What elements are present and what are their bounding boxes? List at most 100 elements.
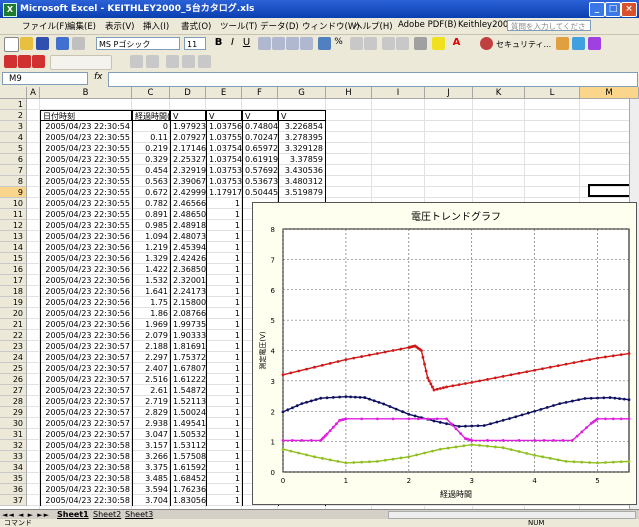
table-cell[interactable]: 2.241732 — [170, 286, 206, 297]
table-cell[interactable]: 2005/04/23 22:30:54 — [40, 121, 132, 132]
column-header-e[interactable]: E — [206, 87, 242, 99]
save-icon[interactable] — [36, 37, 49, 50]
table-cell[interactable]: 2.320014 — [170, 275, 206, 286]
table-cell[interactable]: 2005/04/23 22:30:55 — [40, 143, 132, 154]
table-cell[interactable]: 1 — [206, 418, 242, 429]
borders-icon[interactable] — [414, 37, 427, 50]
table-cell[interactable]: 2005/04/23 22:30:56 — [40, 264, 132, 275]
row-header-5[interactable]: 5 — [0, 143, 27, 154]
table-cell[interactable]: 1.969 — [132, 319, 170, 330]
table-cell[interactable]: 2005/04/23 22:30:56 — [40, 253, 132, 264]
row-header-13[interactable]: 13 — [0, 231, 27, 242]
table-header-cell[interactable]: 経過時間(s) — [132, 110, 170, 121]
table-cell[interactable]: 1.532 — [132, 275, 170, 286]
table-cell[interactable]: 2.390679 — [170, 176, 206, 187]
table-cell[interactable]: 1 — [206, 319, 242, 330]
table-cell[interactable]: 2005/04/23 22:30:56 — [40, 286, 132, 297]
table-cell[interactable]: 2.938 — [132, 418, 170, 429]
table-cell[interactable]: 1.531124 — [170, 440, 206, 451]
table-cell[interactable]: 2.424264 — [170, 253, 206, 264]
row-header-18[interactable]: 18 — [0, 286, 27, 297]
table-cell[interactable] — [242, 495, 278, 506]
table-cell[interactable]: 1 — [206, 363, 242, 374]
table-cell[interactable] — [242, 352, 278, 363]
row-header-35[interactable]: 35 — [0, 473, 27, 484]
table-cell[interactable]: 0.563 — [132, 176, 170, 187]
table-cell[interactable]: 1 — [206, 231, 242, 242]
table-cell[interactable]: 2.188 — [132, 341, 170, 352]
row-header-9[interactable]: 9 — [0, 187, 27, 198]
table-cell[interactable]: 2005/04/23 22:30:57 — [40, 396, 132, 407]
table-cell[interactable]: 2005/04/23 22:30:55 — [40, 187, 132, 198]
table-cell[interactable]: 2.171464 — [170, 143, 206, 154]
table-cell[interactable]: 0.748045 — [242, 121, 278, 132]
underline-icon[interactable]: U — [242, 37, 251, 48]
tool-icon-b[interactable] — [572, 37, 585, 50]
table-cell[interactable] — [242, 473, 278, 484]
row-header-20[interactable]: 20 — [0, 308, 27, 319]
table-cell[interactable]: 1 — [206, 341, 242, 352]
table-cell[interactable] — [242, 209, 278, 220]
table-cell[interactable]: 1.816912 — [170, 341, 206, 352]
toolbar-dropdown[interactable] — [50, 55, 112, 70]
table-cell[interactable]: 1 — [206, 385, 242, 396]
table-cell[interactable]: 1 — [206, 275, 242, 286]
menu-window[interactable]: ウィンドウ(W) — [302, 22, 360, 32]
table-cell[interactable] — [242, 308, 278, 319]
table-cell[interactable] — [242, 341, 278, 352]
table-cell[interactable]: 2005/04/23 22:30:56 — [40, 275, 132, 286]
bold-icon[interactable]: B — [214, 37, 223, 48]
row-header-12[interactable]: 12 — [0, 220, 27, 231]
table-cell[interactable]: 1.495415 — [170, 418, 206, 429]
row-header-31[interactable]: 31 — [0, 429, 27, 440]
table-cell[interactable]: 1.903336 — [170, 330, 206, 341]
table-cell[interactable] — [242, 330, 278, 341]
table-cell[interactable]: 2005/04/23 22:30:58 — [40, 462, 132, 473]
row-header-23[interactable]: 23 — [0, 341, 27, 352]
percent-icon[interactable]: % — [334, 37, 343, 47]
table-cell[interactable]: 1.615925 — [170, 462, 206, 473]
table-cell[interactable]: 2005/04/23 22:30:57 — [40, 352, 132, 363]
table-cell[interactable]: 3.704 — [132, 495, 170, 506]
table-cell[interactable]: 1 — [206, 407, 242, 418]
table-cell[interactable]: 1 — [206, 253, 242, 264]
table-cell[interactable]: 1 — [206, 220, 242, 231]
table-header-cell[interactable]: V — [206, 110, 242, 121]
table-cell[interactable]: 1 — [206, 297, 242, 308]
table-cell[interactable]: 0.454 — [132, 165, 170, 176]
horizontal-scrollbar[interactable] — [388, 511, 636, 519]
table-cell[interactable]: 1 — [206, 286, 242, 297]
table-cell[interactable] — [242, 297, 278, 308]
column-header-i[interactable]: I — [372, 87, 425, 99]
redo-icon[interactable] — [146, 55, 159, 68]
table-cell[interactable]: 1 — [206, 440, 242, 451]
table-cell[interactable]: 1 — [206, 308, 242, 319]
table-cell[interactable]: 3.480312 — [278, 176, 326, 187]
minimize-button[interactable]: _ — [589, 2, 605, 17]
outdent-icon[interactable] — [396, 37, 409, 50]
column-header-d[interactable]: D — [170, 87, 206, 99]
font-color-icon[interactable]: A — [452, 37, 461, 48]
table-cell[interactable]: 1 — [206, 473, 242, 484]
row-header-2[interactable]: 2 — [0, 110, 27, 121]
table-cell[interactable]: 1.75 — [132, 297, 170, 308]
row-header-26[interactable]: 26 — [0, 374, 27, 385]
open-icon[interactable] — [20, 37, 33, 50]
table-cell[interactable]: 3.278395 — [278, 132, 326, 143]
currency-icon[interactable] — [318, 37, 331, 50]
align-center-icon[interactable] — [272, 37, 285, 50]
fill-color-icon[interactable] — [432, 37, 445, 50]
align-left-icon[interactable] — [258, 37, 271, 50]
table-cell[interactable]: 3.375 — [132, 462, 170, 473]
email-icon[interactable] — [56, 37, 69, 50]
table-cell[interactable]: 2.329195 — [170, 165, 206, 176]
search-icon[interactable] — [72, 37, 85, 50]
maximize-button[interactable]: □ — [605, 2, 621, 17]
table-cell[interactable]: 3.266 — [132, 451, 170, 462]
table-cell[interactable]: 0.329 — [132, 154, 170, 165]
table-cell[interactable]: 1 — [206, 484, 242, 495]
row-header-29[interactable]: 29 — [0, 407, 27, 418]
table-cell[interactable]: 1.179174 — [206, 187, 242, 198]
increase-decimal-icon[interactable] — [350, 37, 363, 50]
